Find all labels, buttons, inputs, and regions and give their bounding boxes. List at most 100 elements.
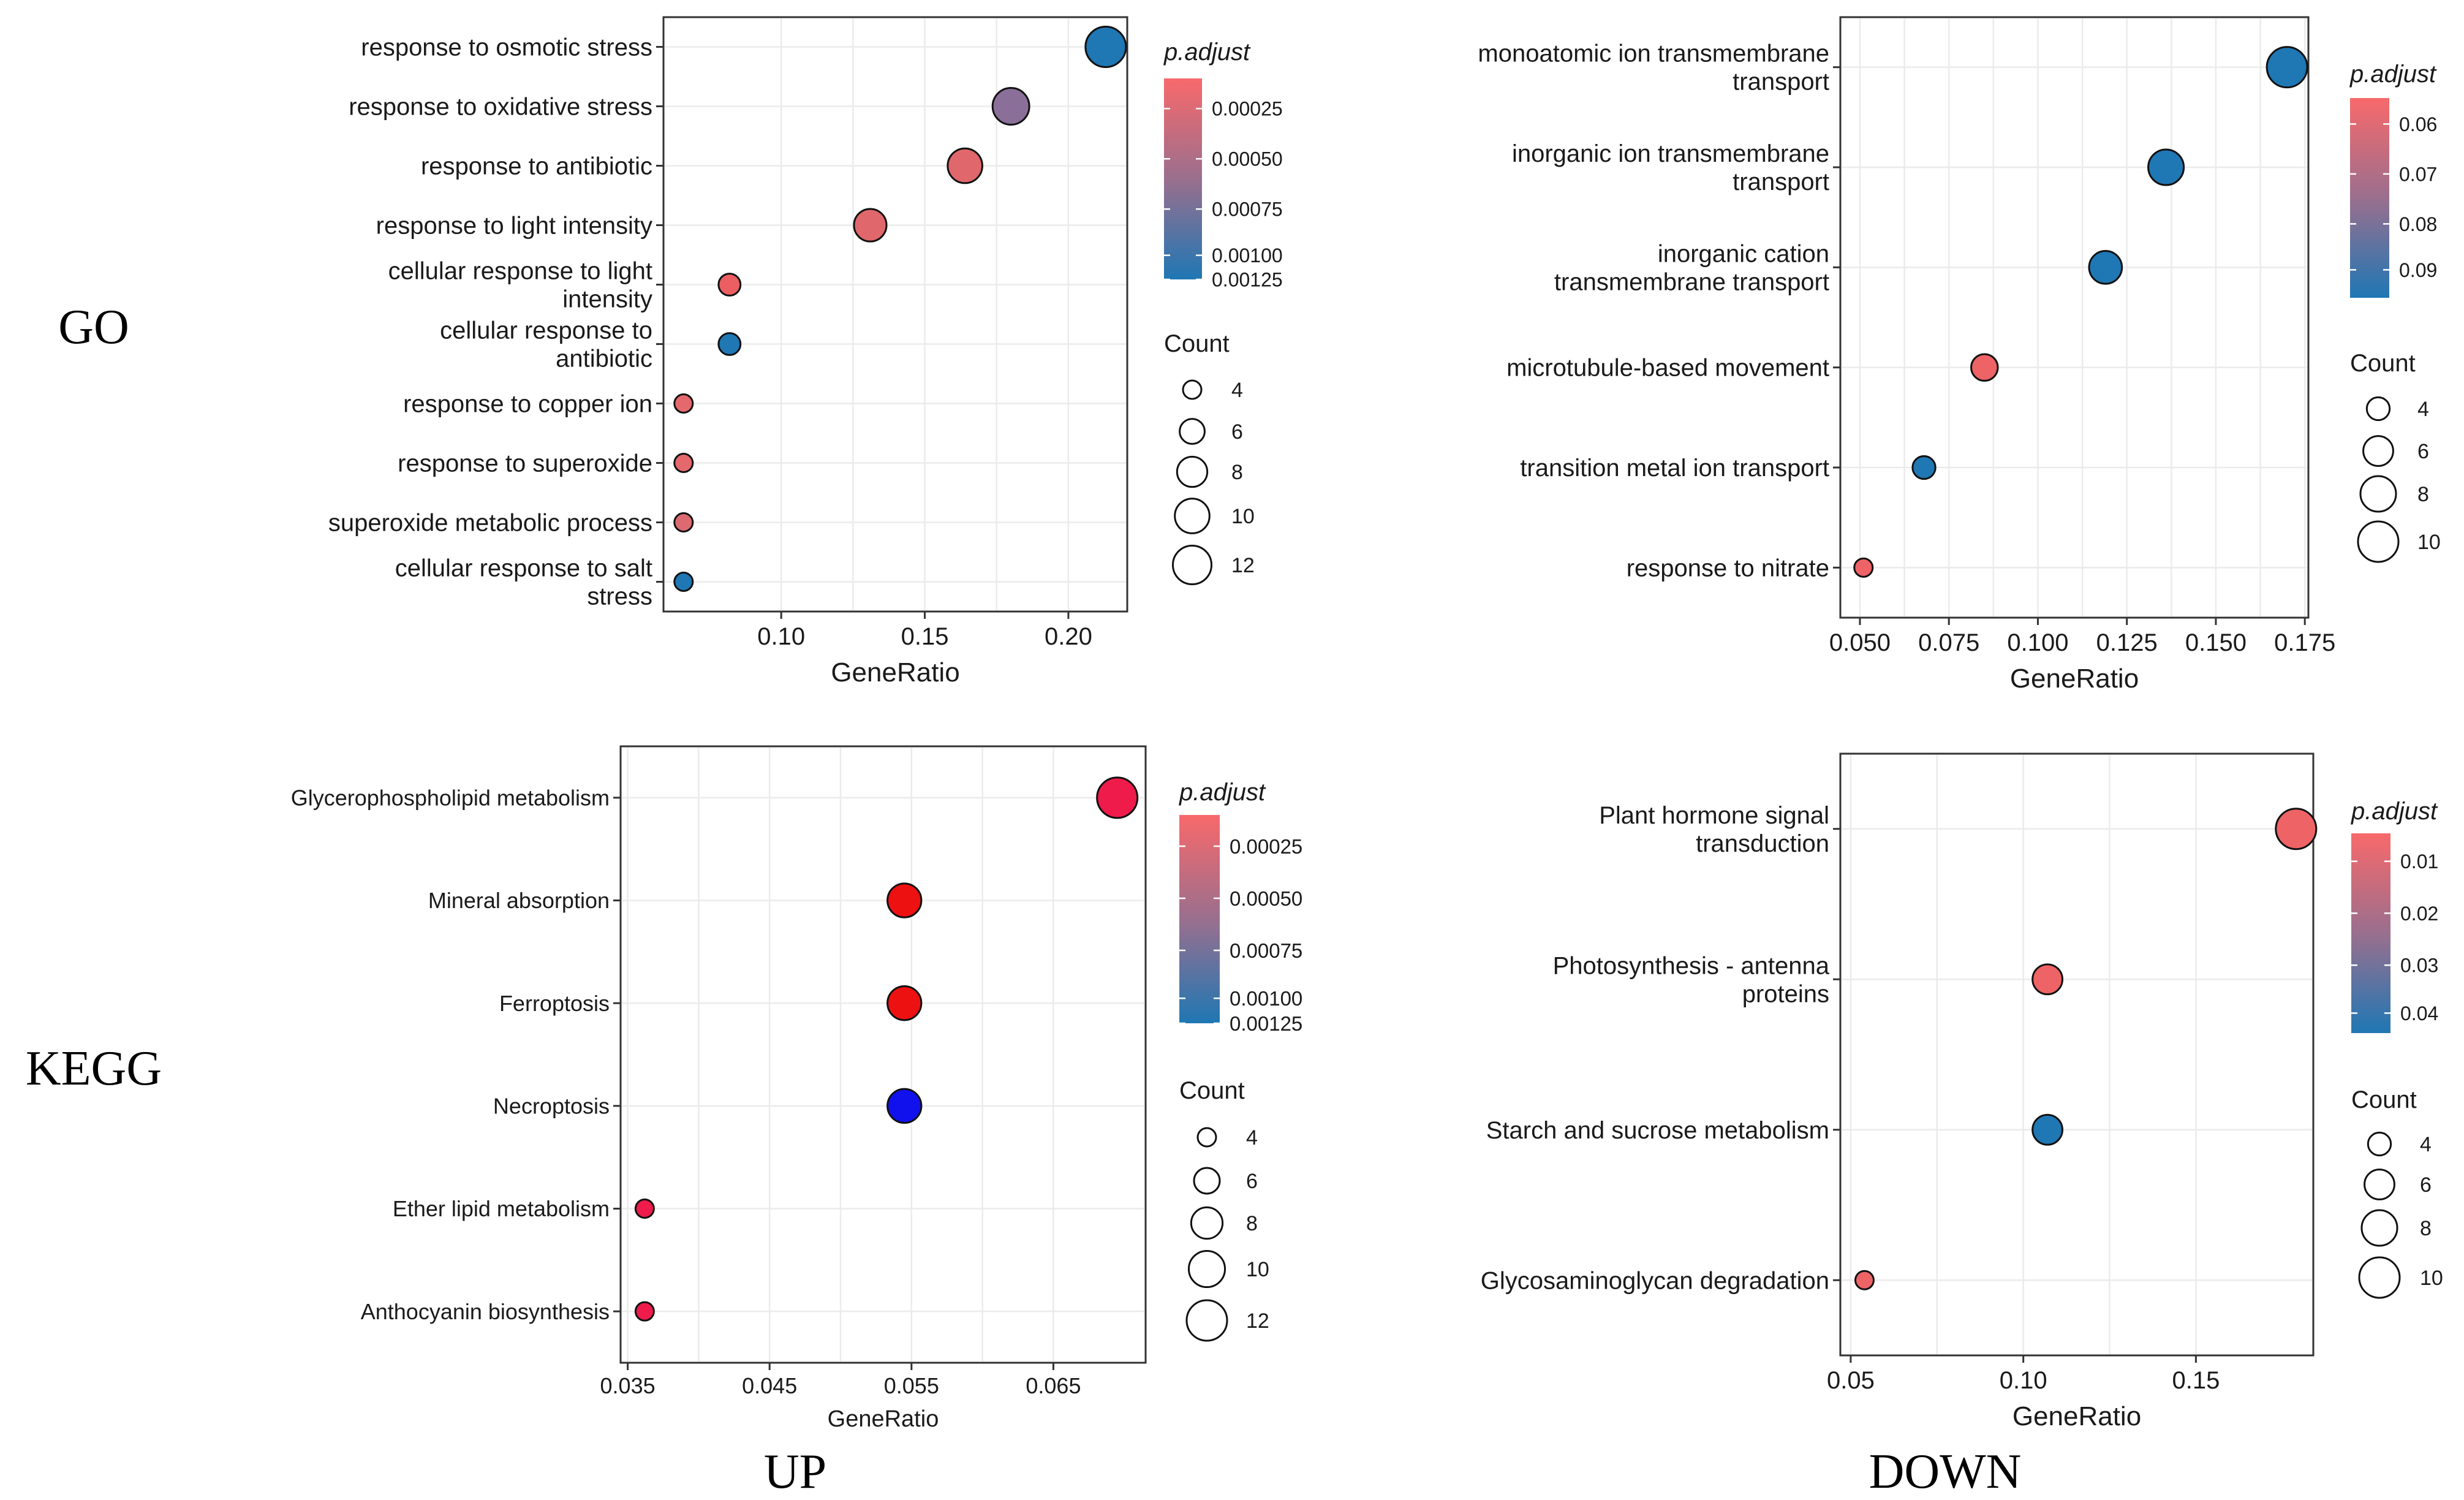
- x-axis-label: GeneRatio: [2012, 1401, 2141, 1431]
- size-legend-label: 8: [1231, 461, 1243, 484]
- data-point: [1853, 557, 1874, 578]
- color-legend-label: 0.01: [2400, 850, 2438, 873]
- color-legend-bar: [2351, 833, 2390, 1033]
- size-legend-label: 4: [2420, 1133, 2432, 1156]
- size-legend-label: 6: [1231, 420, 1243, 444]
- size-legend-circle: [2358, 1256, 2401, 1299]
- color-legend-bar: [2350, 98, 2389, 298]
- y-category-label: Glycerophospholipid metabolism: [291, 785, 610, 810]
- col-label-down: DOWN: [1869, 1445, 2022, 1499]
- size-legend-label: 10: [1231, 505, 1255, 528]
- size-legend-circle: [1185, 1299, 1228, 1342]
- y-category-label-line: superoxide metabolic process: [328, 510, 652, 537]
- color-legend-label: 0.00025: [1212, 98, 1283, 120]
- color-legend-label: 0.07: [2399, 163, 2437, 185]
- size-legend-label: 12: [1231, 554, 1255, 577]
- data-point: [1096, 776, 1139, 819]
- size-legend-label: 6: [1246, 1170, 1258, 1193]
- data-point: [886, 1088, 923, 1124]
- size-legend-label: 6: [2417, 440, 2429, 463]
- size-legend-title: Count: [2350, 350, 2416, 377]
- color-legend-label: 0.00075: [1212, 199, 1283, 221]
- size-legend-label: 12: [1246, 1309, 1269, 1333]
- color-legend-label: 0.00100: [1212, 244, 1283, 267]
- data-point: [634, 1199, 655, 1219]
- y-category-label-line: transport: [1733, 169, 1829, 195]
- size-legend-title: Count: [2351, 1086, 2417, 1113]
- color-legend-label: 0.04: [2400, 1002, 2438, 1025]
- size-legend-circle: [1196, 1127, 1217, 1148]
- y-category-label: Ferroptosis: [499, 991, 610, 1016]
- x-tick-label: 0.045: [742, 1373, 797, 1398]
- size-legend-title: Count: [1179, 1077, 1245, 1104]
- x-tick-label: 0.20: [1045, 623, 1092, 650]
- size-legend-label: 10: [1246, 1258, 1269, 1281]
- y-category-label: Ether lipid metabolism: [393, 1196, 610, 1221]
- color-legend-label: 0.08: [2399, 213, 2437, 235]
- data-point: [1854, 1270, 1875, 1290]
- y-category-label: superoxide metabolic process: [328, 510, 652, 537]
- y-category-label-line: Mineral absorption: [428, 888, 610, 913]
- x-tick-label: 0.050: [1829, 629, 1891, 656]
- y-category-label-line: Glycosaminoglycan degradation: [1481, 1267, 1829, 1294]
- y-category-label: Mineral absorption: [428, 888, 610, 913]
- size-legend-label: 4: [1246, 1126, 1258, 1150]
- plot-area: [662, 16, 1128, 613]
- data-point: [673, 453, 694, 473]
- color-legend-title: p.adjust: [1179, 779, 1266, 806]
- y-category-label-line: proteins: [1742, 980, 1829, 1007]
- data-point: [673, 572, 694, 592]
- x-tick-label: 0.175: [2274, 629, 2335, 656]
- color-legend-title: p.adjust: [1163, 39, 1251, 66]
- panel-kegg-down: 0.05 0.10 0.15 GeneRatio Plant hormone signa…: [1481, 752, 2443, 1431]
- y-category-label-line: Anthocyanin biosynthesis: [361, 1299, 610, 1324]
- y-category-label-line: response to superoxide: [398, 450, 652, 477]
- y-category-label-line: cellular response to salt: [395, 555, 652, 582]
- data-point: [1084, 26, 1127, 68]
- y-category-label-line: Photosynthesis - antenna: [1553, 952, 1830, 979]
- size-legend-circle: [2364, 1169, 2395, 1200]
- y-category-label-line: Glycerophospholipid metabolism: [291, 785, 610, 810]
- data-point: [634, 1301, 655, 1322]
- size-legend-circle: [2367, 1131, 2392, 1157]
- size-legend-label: 8: [2420, 1217, 2432, 1240]
- size-legend-circle: [2360, 1209, 2398, 1247]
- color-legend-label: 0.00050: [1212, 148, 1283, 170]
- color-legend-label: 0.00125: [1212, 269, 1283, 291]
- data-point: [1911, 455, 1937, 480]
- size-legend-label: 10: [2417, 531, 2441, 554]
- y-category-label-line: antibiotic: [556, 346, 652, 373]
- x-tick-label: 0.125: [2096, 629, 2158, 656]
- color-legend-title: p.adjust: [2349, 61, 2437, 88]
- color-legend-label: 0.00125: [1230, 1012, 1302, 1035]
- data-point: [673, 393, 694, 414]
- y-category-label-line: transport: [1733, 69, 1829, 96]
- size-legend-label: 8: [2417, 483, 2429, 506]
- y-category-label-line: Ferroptosis: [499, 991, 610, 1016]
- y-category-label-line: stress: [587, 583, 652, 610]
- data-point: [1970, 353, 1999, 382]
- y-category-label: response to antibiotic: [421, 153, 652, 180]
- y-category-label: microtubule-based movement: [1506, 355, 1829, 382]
- size-legend-label: 4: [2417, 398, 2429, 421]
- y-category-label-line: response to light intensity: [376, 213, 652, 240]
- col-label-up: UP: [764, 1445, 826, 1499]
- color-legend-label: 0.09: [2399, 259, 2437, 281]
- x-tick-label: 0.100: [2007, 629, 2068, 656]
- y-category-label-line: response to copper ion: [403, 391, 652, 418]
- size-legend-circle: [1182, 379, 1203, 400]
- color-legend-bar: [1179, 815, 1220, 1023]
- y-category-label: cellular response to antibiotic: [440, 317, 652, 373]
- y-category-label-line: cellular response to: [440, 317, 652, 344]
- plot-area: [1839, 752, 2315, 1357]
- y-category-label: Photosynthesis - antenna proteins: [1553, 952, 1830, 1007]
- y-category-label: response to osmotic stress: [361, 34, 652, 61]
- data-point: [2147, 148, 2185, 186]
- y-category-label-line: intensity: [562, 286, 652, 313]
- size-legend-label: 10: [2420, 1267, 2443, 1290]
- size-legend-title: Count: [1164, 330, 1230, 357]
- y-category-label: response to nitrate: [1627, 555, 1829, 581]
- y-category-label-line: inorganic cation: [1658, 240, 1829, 267]
- size-legend-circle: [1174, 498, 1211, 534]
- data-point: [2275, 808, 2318, 850]
